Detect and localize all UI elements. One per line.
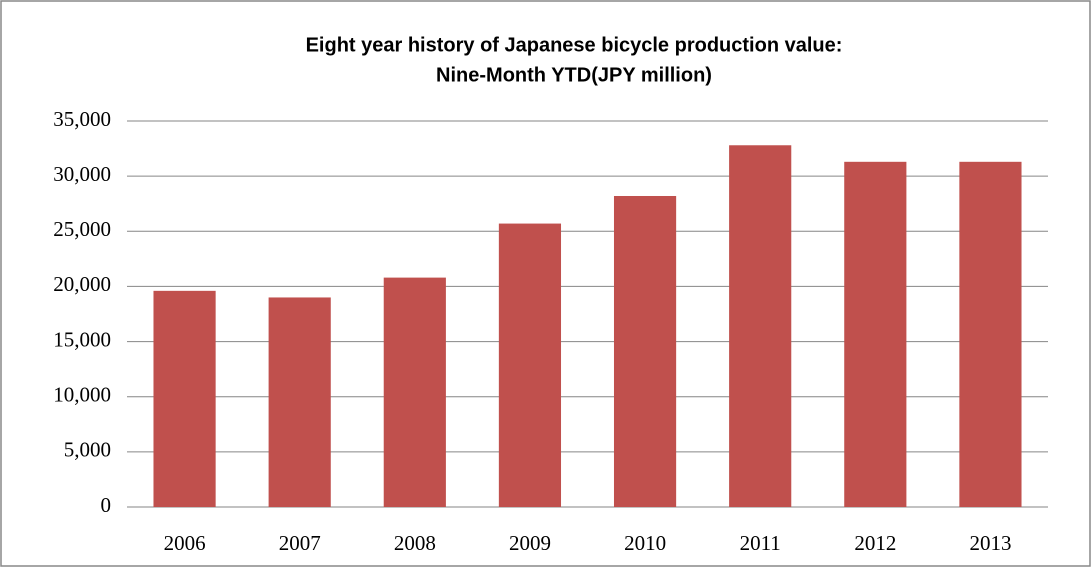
y-tick-label: 5,000 [64, 438, 111, 462]
x-tick-label: 2007 [279, 531, 321, 555]
bar [959, 161, 1022, 507]
x-tick-label: 2006 [164, 531, 206, 555]
y-tick-label: 35,000 [53, 107, 111, 131]
y-tick-label: 25,000 [53, 217, 111, 241]
bar [844, 161, 907, 507]
chart-title: Eight year history of Japanese bicycle p… [306, 34, 843, 56]
x-tick-label: 2011 [740, 531, 781, 555]
y-tick-label: 15,000 [53, 327, 111, 351]
y-tick-label: 30,000 [53, 162, 111, 186]
bar [383, 277, 446, 507]
bar [613, 195, 677, 507]
x-tick-label: 2009 [509, 531, 551, 555]
x-tick-label: 2010 [624, 531, 666, 555]
y-tick-label: 0 [101, 493, 112, 517]
bar [498, 223, 562, 507]
x-tick-label: 2008 [394, 531, 436, 555]
bar [268, 297, 331, 507]
bar [729, 145, 792, 507]
bar [153, 290, 216, 507]
chart-title: Nine-Month YTD(JPY million) [436, 64, 712, 86]
x-tick-label: 2012 [854, 531, 896, 555]
x-tick-label: 2013 [969, 531, 1011, 555]
y-tick-label: 10,000 [53, 383, 111, 407]
y-tick-label: 20,000 [53, 272, 111, 296]
